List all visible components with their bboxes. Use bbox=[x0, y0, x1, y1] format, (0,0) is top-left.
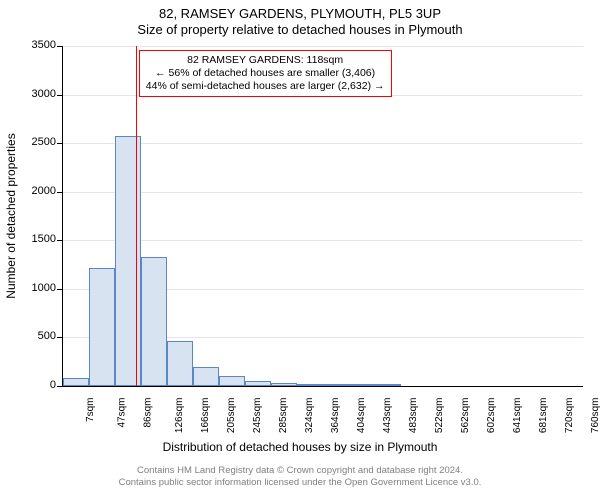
marker-line bbox=[136, 46, 137, 386]
y-tick-label: 3000 bbox=[16, 88, 56, 100]
footer-text: Contains HM Land Registry data © Crown c… bbox=[0, 465, 600, 489]
footer-line1: Contains HM Land Registry data © Crown c… bbox=[0, 465, 600, 477]
y-tick-label: 0 bbox=[16, 379, 56, 391]
y-tick-label: 1000 bbox=[16, 282, 56, 294]
x-tick-label: 245sqm bbox=[252, 398, 263, 434]
x-tick-label: 562sqm bbox=[460, 398, 471, 434]
x-tick-label: 404sqm bbox=[356, 398, 367, 434]
x-tick-label: 522sqm bbox=[434, 398, 445, 434]
x-tick-label: 285sqm bbox=[278, 398, 289, 434]
marker-legend: 82 RAMSEY GARDENS: 118sqm ← 56% of detac… bbox=[139, 50, 392, 97]
histogram-bar bbox=[349, 384, 375, 386]
chart-title-line2: Size of property relative to detached ho… bbox=[0, 22, 600, 37]
y-tick-mark bbox=[57, 143, 62, 144]
legend-line3: 44% of semi-detached houses are larger (… bbox=[146, 80, 385, 93]
footer-line2: Contains public sector information licen… bbox=[0, 477, 600, 489]
chart-container: 82, RAMSEY GARDENS, PLYMOUTH, PL5 3UP Si… bbox=[0, 0, 600, 500]
histogram-bar bbox=[219, 376, 245, 386]
y-axis-label: Number of detached properties bbox=[4, 133, 18, 298]
x-tick-label: 760sqm bbox=[590, 398, 600, 434]
y-tick-label: 2000 bbox=[16, 185, 56, 197]
histogram-bar bbox=[245, 381, 271, 386]
x-tick-label: 166sqm bbox=[200, 398, 211, 434]
x-tick-label: 483sqm bbox=[408, 398, 419, 434]
y-tick-mark bbox=[57, 46, 62, 47]
histogram-bar bbox=[375, 384, 401, 386]
x-tick-label: 47sqm bbox=[117, 398, 128, 428]
legend-line2: ← 56% of detached houses are smaller (3,… bbox=[146, 67, 385, 80]
x-tick-label: 602sqm bbox=[486, 398, 497, 434]
x-tick-label: 7sqm bbox=[85, 398, 96, 422]
x-tick-label: 126sqm bbox=[174, 398, 185, 434]
x-tick-label: 720sqm bbox=[564, 398, 575, 434]
histogram-bar bbox=[141, 257, 167, 386]
y-tick-mark bbox=[57, 240, 62, 241]
histogram-bar bbox=[63, 378, 89, 386]
gridline bbox=[63, 46, 583, 47]
x-tick-label: 324sqm bbox=[304, 398, 315, 434]
x-tick-label: 364sqm bbox=[330, 398, 341, 434]
x-tick-label: 205sqm bbox=[226, 398, 237, 434]
x-tick-label: 641sqm bbox=[512, 398, 523, 434]
y-tick-label: 3500 bbox=[16, 39, 56, 51]
legend-line1: 82 RAMSEY GARDENS: 118sqm bbox=[146, 54, 385, 67]
y-tick-label: 2500 bbox=[16, 136, 56, 148]
y-tick-mark bbox=[57, 95, 62, 96]
x-tick-label: 443sqm bbox=[382, 398, 393, 434]
y-tick-mark bbox=[57, 289, 62, 290]
x-tick-label: 681sqm bbox=[538, 398, 549, 434]
histogram-bar bbox=[115, 136, 141, 386]
histogram-bar bbox=[323, 384, 349, 386]
x-tick-label: 86sqm bbox=[143, 398, 154, 428]
y-tick-mark bbox=[57, 386, 62, 387]
x-axis-label: Distribution of detached houses by size … bbox=[0, 440, 600, 454]
chart-title-line1: 82, RAMSEY GARDENS, PLYMOUTH, PL5 3UP bbox=[0, 6, 600, 21]
histogram-bar bbox=[193, 367, 219, 386]
y-tick-mark bbox=[57, 192, 62, 193]
histogram-bar bbox=[167, 341, 193, 386]
y-tick-mark bbox=[57, 337, 62, 338]
histogram-bar bbox=[297, 384, 323, 386]
y-tick-label: 1500 bbox=[16, 233, 56, 245]
y-tick-label: 500 bbox=[16, 330, 56, 342]
histogram-bar bbox=[89, 268, 115, 387]
histogram-bar bbox=[271, 383, 297, 386]
